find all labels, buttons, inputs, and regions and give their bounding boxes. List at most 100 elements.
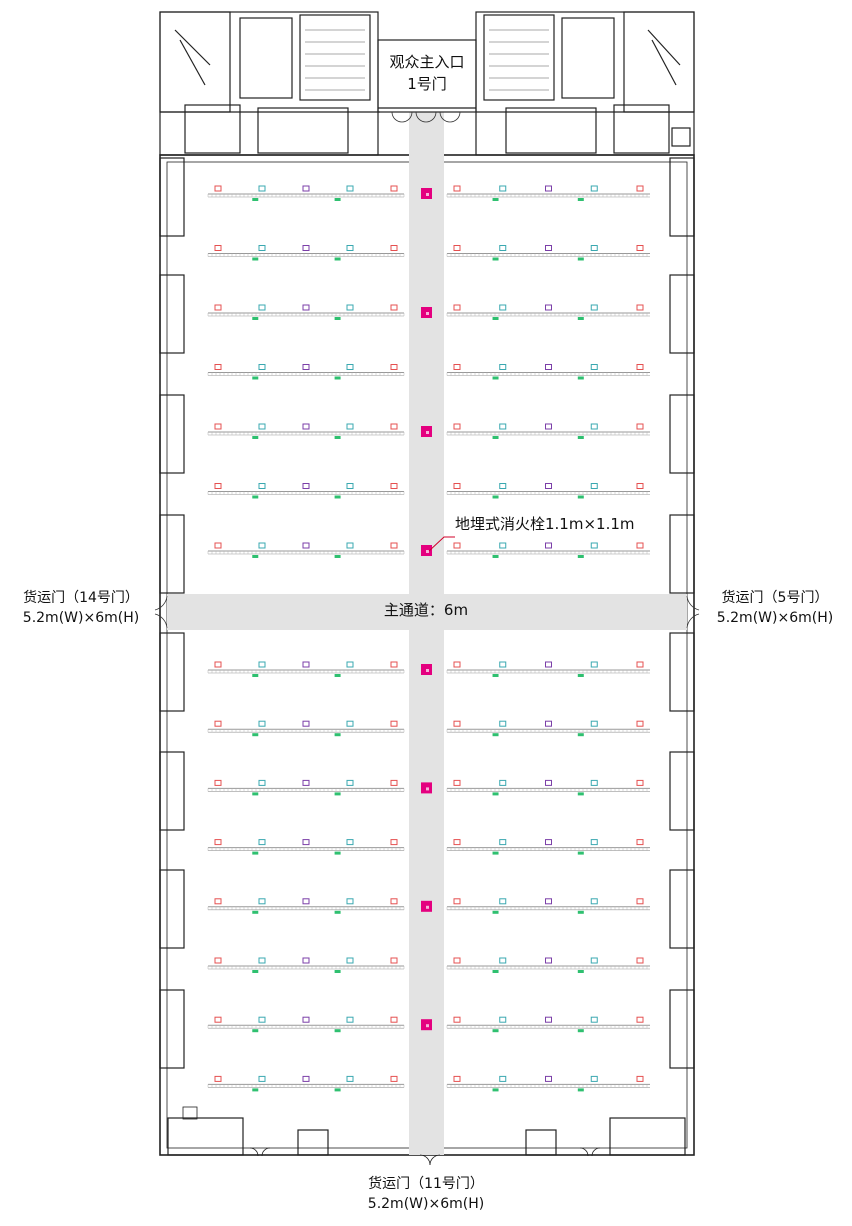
outlet-marker [545, 245, 552, 251]
outlet-marker [258, 304, 266, 311]
outlet-marker [302, 483, 310, 489]
outlet-marker [499, 304, 507, 311]
outlet-marker [258, 1016, 266, 1023]
outlet-marker [302, 839, 310, 846]
outlet-marker [346, 720, 354, 727]
west-freight-door-label: 货运门（14号门） 5.2m(W)×6m(H) [0, 588, 162, 629]
outlet-marker [636, 483, 644, 489]
outlet-marker [590, 185, 598, 192]
outlet-marker [214, 839, 222, 846]
outlet-marker [590, 839, 598, 846]
outlet-marker [499, 720, 507, 727]
outlet-marker [453, 542, 461, 549]
outlet-marker [590, 364, 598, 370]
outlet-marker [545, 661, 552, 668]
outlet-marker [590, 661, 598, 668]
ground-outlet-marker [492, 495, 499, 499]
outlet-marker [346, 1016, 354, 1023]
outlet-marker [346, 839, 354, 846]
outlet-marker [390, 661, 398, 668]
booth-row [207, 839, 650, 855]
ground-outlet-marker [252, 436, 259, 439]
booth-row [207, 1075, 650, 1092]
ground-outlet-marker [577, 970, 584, 973]
outlet-marker [214, 364, 222, 370]
west-wall-bay [159, 157, 185, 237]
outlet-marker [636, 423, 644, 430]
outlet-marker [214, 483, 222, 489]
east-freight-door-label: 货运门（5号门） 5.2m(W)×6m(H) [700, 588, 850, 629]
outlet-marker [214, 542, 222, 549]
ground-outlet-marker [334, 317, 341, 320]
outlet-marker [302, 185, 310, 192]
ground-outlet-marker [577, 1029, 584, 1033]
outlet-marker [346, 185, 354, 192]
side-wall-bays [159, 157, 695, 1069]
outlet-marker [302, 304, 310, 311]
outlet-marker [258, 245, 266, 251]
outlet-marker [390, 1016, 398, 1023]
ground-outlet-marker [334, 910, 341, 914]
booth-row [207, 423, 650, 439]
outlet-marker [302, 245, 310, 251]
outlet-marker [499, 423, 507, 430]
outlet-marker [453, 1075, 461, 1082]
west-freight-door-title: 货运门（14号门） [23, 590, 139, 606]
outlet-marker [214, 304, 222, 311]
outlet-marker [214, 1016, 222, 1023]
outlet-marker [302, 542, 310, 549]
ground-outlet-marker [492, 970, 499, 973]
outlet-marker [390, 839, 398, 846]
outlet-marker [499, 839, 507, 846]
outlet-marker [346, 898, 354, 905]
ground-outlet-marker [334, 198, 341, 201]
main-entrance-door-number: 1号门 [407, 74, 447, 93]
outlet-marker [346, 542, 354, 549]
outlet-marker [258, 364, 266, 370]
outlet-marker [590, 483, 598, 489]
north-room-seating [305, 29, 549, 91]
east-wall-bay [669, 157, 695, 237]
booth-row [207, 661, 650, 677]
outlet-marker [214, 957, 222, 964]
east-freight-door-size: 5.2m(W)×6m(H) [716, 610, 834, 627]
outlet-marker [302, 1016, 310, 1023]
side-door-swings [154, 595, 700, 629]
outlet-marker [636, 185, 644, 192]
ground-outlet-marker [334, 376, 341, 380]
ground-outlet-marker [577, 733, 584, 737]
outlet-marker [258, 898, 266, 905]
ground-outlet-marker [577, 1088, 584, 1092]
ground-outlet-marker [577, 257, 584, 261]
booth-row [207, 779, 650, 796]
outlet-marker [499, 779, 507, 786]
outlet-marker [346, 1075, 354, 1082]
north-building-left [159, 11, 380, 156]
outlet-marker [390, 245, 398, 251]
outlet-marker [390, 364, 398, 370]
outlet-marker [214, 423, 222, 430]
outlet-marker [302, 423, 310, 430]
outlet-marker [258, 720, 266, 727]
ground-outlet-marker [252, 198, 259, 201]
ground-outlet-marker [252, 733, 259, 737]
west-wall-bay [159, 989, 185, 1069]
outlet-marker [390, 779, 398, 786]
east-wall-bay [669, 514, 695, 594]
east-wall-bay [669, 869, 695, 949]
ground-outlet-marker [252, 495, 259, 499]
ground-outlet-marker [334, 674, 341, 677]
outlet-marker [390, 1075, 398, 1082]
outlet-marker [590, 245, 598, 251]
outlet-marker [499, 1075, 507, 1082]
outlet-marker [636, 1075, 644, 1082]
ground-outlet-marker [334, 970, 341, 973]
booth-row [207, 364, 650, 380]
ground-outlet-marker [492, 1029, 499, 1033]
ground-outlet-marker [252, 851, 259, 855]
booth-row [207, 1016, 650, 1033]
outlet-marker [590, 423, 598, 430]
booth-rows [207, 185, 650, 1092]
ground-outlet-marker [492, 198, 499, 201]
